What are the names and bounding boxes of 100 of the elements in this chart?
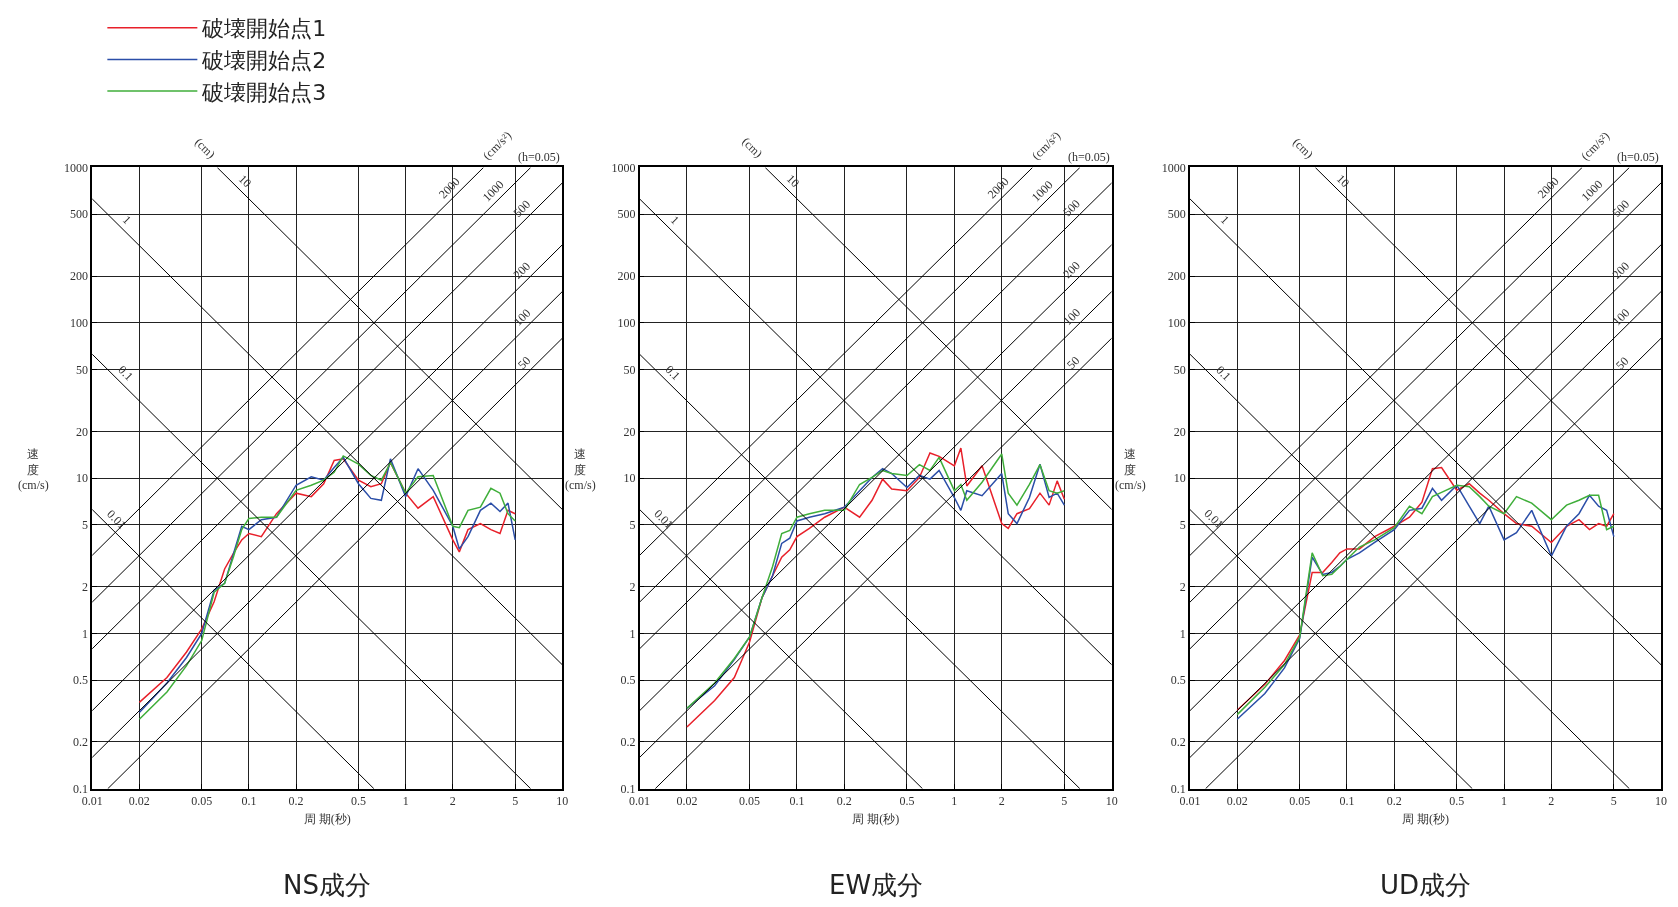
x-tick-label: 2 bbox=[1548, 793, 1555, 808]
y-tick-label: 0.1 bbox=[620, 781, 636, 796]
y-tick-label: 200 bbox=[70, 269, 89, 284]
x-tick-label: 5 bbox=[1061, 793, 1068, 808]
legend-label: 破壊開始点2 bbox=[201, 47, 327, 73]
text: 10 bbox=[783, 171, 803, 191]
y-tick-label: 0.2 bbox=[620, 735, 636, 750]
y-tick-label: 500 bbox=[617, 207, 636, 222]
x-tick-label: 0.5 bbox=[899, 793, 915, 808]
y-tick-label: 0.5 bbox=[1170, 673, 1186, 688]
y-tick-label: 0.2 bbox=[1170, 735, 1186, 750]
text: 0.01 bbox=[1201, 506, 1227, 532]
y-tick-label: 10 bbox=[623, 471, 636, 486]
x-axis-title: 周 期(秒) bbox=[852, 812, 900, 827]
y-tick-label: 100 bbox=[1167, 316, 1186, 330]
x-tick-label: 0.01 bbox=[81, 793, 103, 808]
y-tick-label: 500 bbox=[70, 207, 89, 222]
x-tick-label: 1 bbox=[951, 793, 958, 808]
x-tick-label: 0.02 bbox=[676, 793, 698, 808]
y-axis-title: 速度(cm/s) bbox=[565, 447, 596, 493]
x-tick-label: 0.05 bbox=[191, 793, 213, 808]
text: (h=0.05) bbox=[1068, 150, 1110, 164]
x-tick-label: 0.01 bbox=[629, 793, 651, 808]
text: EW成分 bbox=[829, 870, 924, 900]
x-tick-label: 0.5 bbox=[350, 793, 366, 808]
text: NS成分 bbox=[283, 870, 371, 900]
x-tick-label: 1 bbox=[1501, 793, 1508, 808]
y-tick-label: 0.2 bbox=[73, 735, 89, 750]
text: (h=0.05) bbox=[518, 150, 560, 164]
text: 100 bbox=[510, 306, 534, 329]
x-tick-label: 0.02 bbox=[1226, 793, 1248, 808]
text: 10 bbox=[1333, 171, 1353, 191]
y-tick-label: 20 bbox=[623, 424, 636, 439]
y-tick-label: 20 bbox=[76, 424, 89, 439]
y-tick-label: 200 bbox=[1167, 269, 1186, 284]
x-tick-label: 10 bbox=[1105, 793, 1118, 808]
y-tick-label: 100 bbox=[70, 316, 89, 330]
y-tick-label: 1000 bbox=[1161, 160, 1186, 175]
x-axis-title: 周 期(秒) bbox=[303, 812, 351, 827]
x-tick-label: 0.5 bbox=[1449, 793, 1465, 808]
y-tick-label: 0.1 bbox=[1170, 781, 1186, 796]
y-tick-label: 10 bbox=[1173, 471, 1186, 486]
y-tick-label: 5 bbox=[82, 518, 89, 533]
text: 1 bbox=[1217, 212, 1233, 227]
y-tick-label: 20 bbox=[1173, 424, 1186, 439]
x-tick-label: 0.05 bbox=[739, 793, 761, 808]
y-tick-label: 50 bbox=[76, 362, 89, 377]
text: 200 bbox=[1060, 258, 1083, 282]
y-tick-label: 1000 bbox=[64, 160, 89, 175]
text: 0.1 bbox=[662, 362, 684, 383]
x-tick-label: 0.2 bbox=[1386, 793, 1402, 808]
y-tick-label: 2 bbox=[82, 579, 89, 594]
y-tick-label: 5 bbox=[629, 518, 636, 533]
y-tick-label: 0.5 bbox=[620, 673, 636, 688]
y-tick-label: 1000 bbox=[611, 160, 636, 175]
text: 50 bbox=[514, 353, 534, 372]
x-tick-label: 0.2 bbox=[836, 793, 852, 808]
x-tick-label: 0.02 bbox=[128, 793, 150, 808]
y-tick-label: 2 bbox=[629, 579, 636, 594]
y-tick-label: 1 bbox=[629, 626, 636, 641]
text: (cm) bbox=[739, 134, 766, 161]
x-tick-label: 5 bbox=[1610, 793, 1617, 808]
text: 50 bbox=[1613, 353, 1632, 373]
text: 100 bbox=[1060, 305, 1084, 329]
y-tick-label: 100 bbox=[617, 316, 636, 330]
y-tick-label: 50 bbox=[623, 362, 636, 377]
y-tick-label: 0.5 bbox=[73, 673, 89, 688]
x-axis-title: 周 期(秒) bbox=[1402, 812, 1450, 827]
text: 0.1 bbox=[115, 362, 136, 384]
text: 0.1 bbox=[1213, 362, 1234, 384]
x-tick-label: 10 bbox=[1655, 793, 1668, 808]
y-axis-title: 速度(cm/s) bbox=[18, 447, 49, 493]
text: UD成分 bbox=[1380, 870, 1472, 900]
text: 200 bbox=[1609, 258, 1633, 282]
text: (h=0.05) bbox=[1617, 150, 1659, 164]
text: 1000 bbox=[1578, 177, 1606, 205]
y-tick-label: 0.1 bbox=[73, 781, 89, 796]
y-tick-label: 1 bbox=[1179, 626, 1186, 641]
y-axis-title: 速度(cm/s) bbox=[1115, 447, 1146, 493]
y-tick-label: 50 bbox=[1173, 362, 1186, 377]
text: 500 bbox=[510, 197, 534, 220]
x-tick-label: 0.1 bbox=[1339, 793, 1355, 808]
text: 10 bbox=[235, 171, 255, 191]
y-tick-label: 1 bbox=[82, 626, 89, 641]
x-tick-label: 1 bbox=[402, 793, 409, 808]
x-tick-label: 0.2 bbox=[288, 793, 304, 808]
text: 0.01 bbox=[104, 507, 129, 532]
x-tick-label: 0.01 bbox=[1179, 793, 1201, 808]
x-tick-label: 2 bbox=[998, 793, 1005, 808]
text: 1 bbox=[667, 212, 682, 228]
text: 500 bbox=[1060, 196, 1083, 220]
x-tick-label: 10 bbox=[556, 793, 569, 808]
x-tick-label: 0.1 bbox=[789, 793, 805, 808]
x-tick-label: 5 bbox=[512, 793, 519, 808]
legend-label: 破壊開始点3 bbox=[201, 79, 327, 105]
y-tick-label: 2 bbox=[1179, 579, 1186, 594]
y-tick-label: 200 bbox=[617, 269, 636, 284]
text: 1 bbox=[119, 212, 135, 227]
y-tick-label: 5 bbox=[1179, 518, 1186, 533]
text: (cm) bbox=[192, 135, 219, 162]
